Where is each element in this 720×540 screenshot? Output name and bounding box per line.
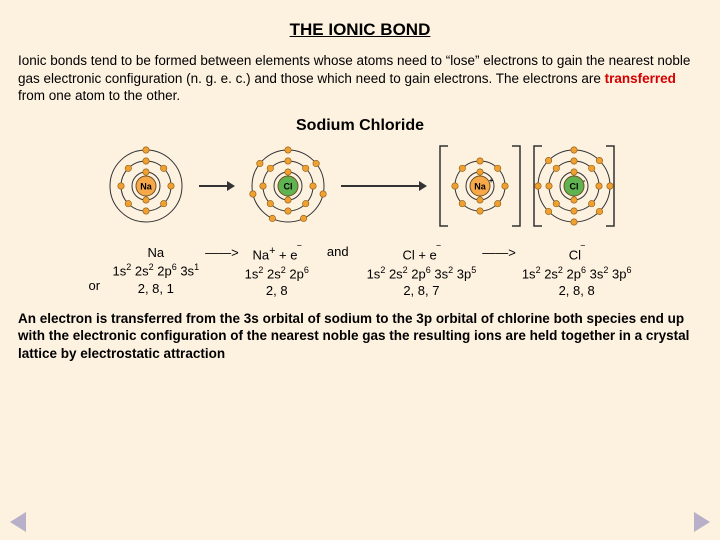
svg-text:Cl: Cl (570, 181, 579, 191)
atom-na: Na (103, 143, 189, 232)
svg-text:Cl: Cl (284, 181, 293, 191)
eq-na-right: Na+ + e‾1s2 2s2 2p62, 8 (245, 244, 309, 300)
conclusion-paragraph: An electron is transferred from the 3s o… (0, 306, 720, 367)
arrow-1: ——> (199, 244, 245, 262)
arrow-icon (339, 176, 429, 199)
arrow-2: ——> (476, 244, 522, 262)
prev-arrow-icon[interactable] (10, 512, 26, 532)
svg-text:Na: Na (474, 181, 486, 191)
intro-paragraph: Ionic bonds tend to be formed between el… (0, 48, 720, 109)
atom-na-plus: Na+ (437, 143, 523, 232)
arrow-icon (197, 176, 237, 199)
eq-cl-left: Cl + e‾1s2 2s2 2p6 3s2 3p52, 8, 7 (367, 244, 477, 300)
svg-text:Na: Na (140, 181, 152, 191)
atom-cl: Cl (245, 143, 331, 232)
intro-highlight: transferred (605, 71, 676, 86)
intro-post: from one atom to the other. (18, 88, 180, 103)
atom-cl-minus: Cl- (531, 143, 617, 232)
svg-text:+: + (489, 178, 493, 185)
page-title: THE IONIC BOND (0, 0, 720, 48)
eq-cl-right: Cl‾1s2 2s2 2p6 3s2 3p62, 8, 8 (522, 244, 632, 300)
diagram-row: NaClNa+Cl- (0, 141, 720, 234)
eq-na-left: Na1s2 2s2 2p6 3s12, 8, 1 (113, 244, 200, 298)
svg-text:-: - (583, 178, 586, 185)
intro-pre: Ionic bonds tend to be formed between el… (18, 53, 690, 86)
equations-row: or Na1s2 2s2 2p6 3s12, 8, 1 ——> Na+ + e‾… (0, 234, 720, 306)
next-arrow-icon[interactable] (694, 512, 710, 532)
and-label: and (309, 244, 367, 259)
or-label: or (89, 244, 113, 293)
subtitle: Sodium Chloride (0, 109, 720, 141)
